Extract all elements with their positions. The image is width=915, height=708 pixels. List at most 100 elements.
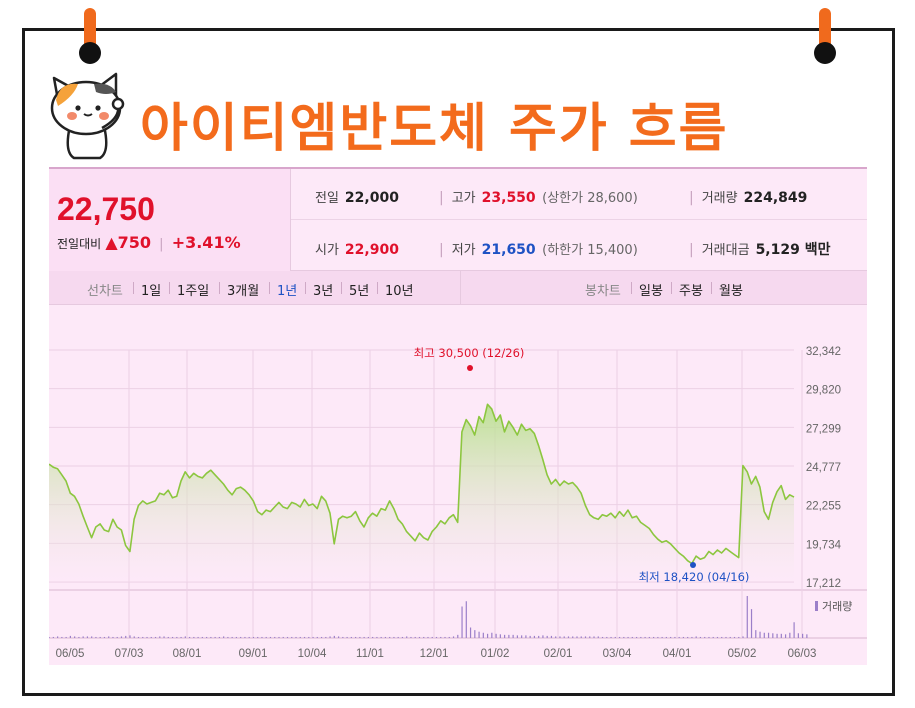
volume-bar — [521, 635, 523, 638]
volume-bar — [508, 634, 510, 638]
tab-divider — [671, 282, 672, 294]
open-label: 시가 — [315, 243, 339, 258]
tab-3m[interactable]: 3개월 — [227, 284, 260, 299]
change-value: ▲750 — [105, 233, 152, 252]
quote-summary: 22,750 전일대비 ▲750 | +3.41% 전일 22,000 | 고가 23… — [49, 167, 867, 272]
volume-bar — [555, 636, 557, 638]
y-tick-label: 32,342 — [806, 346, 841, 358]
volume-value: 224,849 — [743, 190, 808, 206]
y-tick-label: 17,212 — [806, 578, 841, 590]
volume-bar — [363, 636, 365, 638]
volume-bar — [478, 631, 480, 638]
tab-monthly[interactable]: 월봉 — [719, 284, 743, 299]
lower-limit: (하한가 15,400) — [542, 243, 638, 258]
volume-bar — [657, 636, 659, 638]
tab-1d[interactable]: 1일 — [141, 284, 162, 299]
volume-bar — [529, 635, 531, 638]
volume-bar — [704, 636, 706, 638]
volume-bar — [423, 636, 425, 638]
trade-amount-value: 5,129 백만 — [755, 242, 831, 258]
tab-weekly[interactable]: 주봉 — [679, 284, 703, 299]
tab-3y[interactable]: 3년 — [313, 284, 334, 299]
volume-bar — [623, 636, 625, 638]
tab-10y[interactable]: 10년 — [385, 284, 414, 299]
quote-row-1: 전일 22,000 | 고가 23,550 (상한가 28,600) | 거래량 224,… — [291, 169, 867, 220]
volume-bar — [802, 633, 804, 638]
volume-bar — [350, 636, 352, 638]
open-value: 22,900 — [344, 242, 399, 258]
quote-row-2: 시가 22,900 | 저가 21,650 (하한가 15,400) | 거래대금 5,1… — [291, 221, 867, 272]
volume-bar — [750, 609, 753, 638]
volume-bar — [729, 636, 731, 638]
volume-bar — [244, 636, 246, 638]
volume-label: 거래량 — [701, 191, 738, 206]
volume-bar — [448, 636, 450, 638]
y-tick-label: 22,255 — [806, 501, 841, 513]
volume-bar — [504, 634, 506, 638]
high-value: 23,550 — [481, 190, 536, 206]
volume-bar — [486, 633, 489, 638]
x-tick-label: 04/01 — [663, 648, 692, 660]
volume-bar — [116, 636, 118, 638]
line-chart-label: 선차트 — [87, 284, 123, 299]
tab-1w[interactable]: 1주일 — [177, 284, 210, 299]
tab-5y[interactable]: 5년 — [349, 284, 370, 299]
volume-bar — [274, 636, 276, 638]
volume-bar — [286, 636, 289, 638]
x-tick-label: 05/02 — [728, 648, 757, 660]
low-label: 저가 — [451, 243, 476, 258]
price-chart: 32,342 29,820 27,299 24,777 22,255 19,734 17,2… — [49, 305, 867, 665]
volume-bar — [193, 636, 195, 638]
volume-bar — [142, 636, 144, 638]
volume-bar — [82, 636, 84, 638]
volume-bar — [427, 636, 429, 638]
volume-bar — [252, 636, 255, 638]
volume-bar — [103, 636, 106, 638]
prev-close: 전일 22,000 — [315, 187, 399, 206]
volume-bar — [278, 636, 280, 638]
volume-bar — [559, 636, 561, 638]
x-tick-label: 01/02 — [481, 648, 510, 660]
volume-bar — [742, 636, 744, 638]
tab-daily[interactable]: 일봉 — [639, 284, 663, 299]
volume-bar — [227, 636, 229, 638]
x-tick-label: 08/01 — [173, 648, 202, 660]
volume-bar — [538, 635, 540, 638]
cell-divider: | — [439, 190, 444, 206]
volume-bar — [759, 631, 761, 638]
volume-bar — [695, 636, 697, 638]
volume-bar — [184, 636, 186, 638]
volume-bar — [159, 636, 161, 638]
candle-chart-label: 봉차트 — [585, 284, 621, 299]
volume-bar — [308, 636, 310, 638]
volume-bar — [299, 636, 301, 638]
volume-bar — [712, 636, 714, 638]
volume-bar — [806, 634, 808, 638]
volume-bar — [461, 606, 463, 638]
volume-bar — [550, 635, 553, 638]
prev-close-label: 전일 — [315, 191, 339, 206]
volume-bar — [708, 636, 710, 638]
volume-bar — [359, 636, 361, 638]
volume-bar — [435, 636, 438, 638]
volume-bar — [154, 636, 157, 638]
volume-bar — [469, 627, 472, 638]
volume-bar — [597, 636, 599, 638]
volume-bar — [533, 635, 536, 638]
volume-bar — [546, 635, 548, 638]
volume-bar — [661, 636, 663, 638]
volume-bar — [257, 636, 259, 638]
volume-bar — [95, 636, 97, 638]
volume-bar — [606, 636, 608, 638]
volume-bar — [699, 636, 702, 638]
volume-bar — [133, 636, 135, 638]
trade-amount-label: 거래대금 — [701, 243, 750, 258]
volume-bar — [295, 636, 297, 638]
volume-bar — [721, 636, 723, 638]
volume-bar — [112, 636, 114, 638]
volume-bar — [444, 636, 446, 638]
tab-1y[interactable]: 1년 — [277, 284, 298, 299]
volume-bar — [576, 636, 578, 638]
volume: | 거래량 224,849 — [689, 187, 807, 206]
volume-bar — [457, 634, 459, 638]
